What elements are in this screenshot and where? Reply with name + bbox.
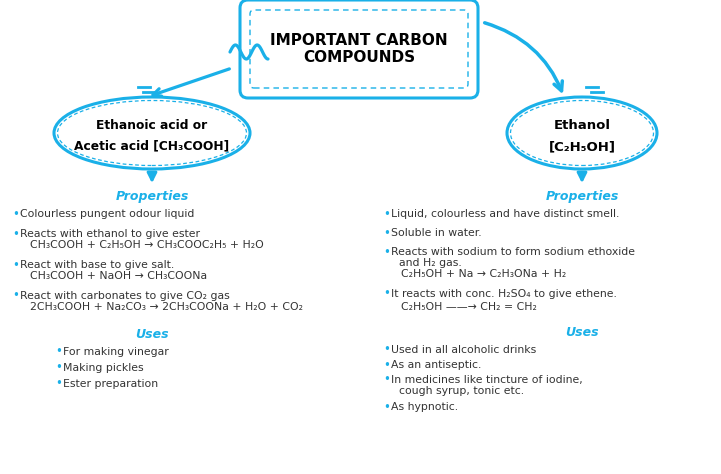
Text: •: • bbox=[383, 374, 390, 386]
Text: React with carbonates to give CO₂ gas: React with carbonates to give CO₂ gas bbox=[20, 291, 230, 301]
Text: •: • bbox=[383, 227, 390, 239]
Text: Properties: Properties bbox=[545, 190, 619, 202]
Text: •: • bbox=[383, 288, 390, 301]
Text: •: • bbox=[12, 228, 19, 240]
Text: CH₃COOH + NaOH → CH₃COONa: CH₃COOH + NaOH → CH₃COONa bbox=[30, 271, 207, 281]
Text: Liquid, colourless and have distinct smell.: Liquid, colourless and have distinct sme… bbox=[391, 209, 619, 219]
Text: Reacts with sodium to form sodium ethoxide: Reacts with sodium to form sodium ethoxi… bbox=[391, 247, 635, 257]
Text: Uses: Uses bbox=[136, 328, 169, 341]
Text: Soluble in water.: Soluble in water. bbox=[391, 228, 482, 238]
Text: IMPORTANT CARBON
COMPOUNDS: IMPORTANT CARBON COMPOUNDS bbox=[270, 33, 448, 65]
Text: C₂H₅OH ——→ CH₂ = CH₂: C₂H₅OH ——→ CH₂ = CH₂ bbox=[401, 302, 537, 312]
Text: Ethanoic acid or: Ethanoic acid or bbox=[97, 118, 208, 131]
Text: 2CH₃COOH + Na₂CO₃ → 2CH₃COONa + H₂O + CO₂: 2CH₃COOH + Na₂CO₃ → 2CH₃COONa + H₂O + CO… bbox=[30, 302, 303, 312]
Text: cough syrup, tonic etc.: cough syrup, tonic etc. bbox=[399, 386, 524, 396]
Text: React with base to give salt.: React with base to give salt. bbox=[20, 260, 174, 270]
Text: As an antiseptic.: As an antiseptic. bbox=[391, 360, 482, 370]
Text: •: • bbox=[12, 258, 19, 272]
Text: Making pickles: Making pickles bbox=[63, 363, 143, 373]
Text: •: • bbox=[383, 344, 390, 356]
Text: Uses: Uses bbox=[565, 326, 599, 338]
Text: CH₃COOH + C₂H₅OH → CH₃COOC₂H₅ + H₂O: CH₃COOH + C₂H₅OH → CH₃COOC₂H₅ + H₂O bbox=[30, 240, 264, 250]
Text: Properties: Properties bbox=[115, 190, 189, 202]
FancyBboxPatch shape bbox=[240, 0, 478, 98]
Text: •: • bbox=[383, 358, 390, 372]
Text: Colourless pungent odour liquid: Colourless pungent odour liquid bbox=[20, 209, 195, 219]
Text: •: • bbox=[383, 208, 390, 220]
Text: C₂H₅OH + Na → C₂H₃ONa + H₂: C₂H₅OH + Na → C₂H₃ONa + H₂ bbox=[401, 269, 566, 279]
Text: •: • bbox=[55, 362, 62, 374]
Text: [C₂H₅OH]: [C₂H₅OH] bbox=[549, 140, 616, 154]
Text: Used in all alcoholic drinks: Used in all alcoholic drinks bbox=[391, 345, 536, 355]
Text: •: • bbox=[55, 377, 62, 391]
Text: •: • bbox=[12, 290, 19, 302]
Text: •: • bbox=[55, 346, 62, 358]
Text: Ester preparation: Ester preparation bbox=[63, 379, 158, 389]
Text: •: • bbox=[383, 246, 390, 258]
Text: Ethanol: Ethanol bbox=[554, 118, 611, 131]
Text: •: • bbox=[383, 401, 390, 413]
Text: and H₂ gas.: and H₂ gas. bbox=[399, 258, 461, 268]
Text: For making vinegar: For making vinegar bbox=[63, 347, 169, 357]
Text: Reacts with ethanol to give ester: Reacts with ethanol to give ester bbox=[20, 229, 200, 239]
Text: It reacts with conc. H₂SO₄ to give ethene.: It reacts with conc. H₂SO₄ to give ethen… bbox=[391, 289, 617, 299]
Text: •: • bbox=[12, 208, 19, 220]
Text: As hypnotic.: As hypnotic. bbox=[391, 402, 458, 412]
Text: Acetic acid [CH₃COOH]: Acetic acid [CH₃COOH] bbox=[74, 139, 229, 153]
Text: In medicines like tincture of iodine,: In medicines like tincture of iodine, bbox=[391, 375, 583, 385]
